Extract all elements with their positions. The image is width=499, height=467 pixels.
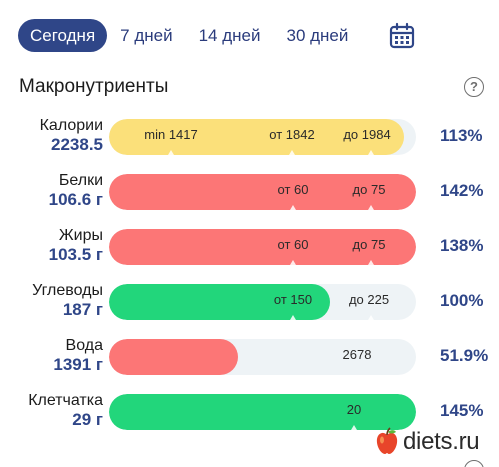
progress-fill: [109, 229, 416, 265]
range-marker-tick: [168, 150, 174, 155]
nutrient-percent: 51.9%: [440, 346, 489, 365]
nutrient-value: 29 г: [72, 410, 103, 429]
nutrient-percent: 142%: [440, 181, 484, 200]
nutrient-row[interactable]: Вода 1391 г 2678 51.9%: [0, 337, 499, 377]
section-title: Макронутриенты: [19, 76, 169, 97]
nutrient-value: 106.6 г: [48, 190, 103, 209]
range-marker-tick: [290, 315, 296, 320]
range-marker-label: от 60: [277, 182, 309, 197]
nutrient-percent: 138%: [440, 236, 484, 255]
nutrient-name: Белки: [58, 172, 103, 189]
period-tabs: Сегодня 7 дней 14 дней 30 дней: [18, 19, 361, 52]
nutrient-row[interactable]: Клетчатка 29 г 20 145%: [0, 392, 499, 432]
progress-track: от 60 до 75: [109, 174, 416, 210]
progress-track: от 60 до 75: [109, 229, 416, 265]
progress-fill: [109, 284, 330, 320]
range-marker-tick: [290, 260, 296, 265]
nutrient-row[interactable]: Углеводы 187 г от 150 до 225 100%: [0, 282, 499, 322]
calendar-icon[interactable]: [388, 22, 416, 50]
range-marker-tick: [351, 425, 357, 430]
tab-14-days[interactable]: 14 дней: [198, 26, 261, 45]
nutrient-label: Калории 2238.5: [40, 117, 103, 154]
watermark-text: diets.ru: [403, 428, 480, 455]
range-marker-label: от 60: [277, 237, 309, 252]
nutrient-name: Жиры: [58, 227, 103, 244]
nutrient-label: Жиры 103.5 г: [49, 227, 103, 264]
nutrient-name: Углеводы: [32, 282, 103, 299]
range-marker-tick: [368, 315, 374, 320]
tab-7-days[interactable]: 7 дней: [120, 26, 173, 45]
range-marker-label: от 1842: [269, 127, 315, 142]
nutrient-value: 1391 г: [53, 355, 103, 374]
range-marker-label: до 75: [352, 237, 386, 252]
nutrient-row[interactable]: Белки 106.6 г от 60 до 75 142%: [0, 172, 499, 212]
progress-fill: [109, 119, 404, 155]
range-marker-tick: [368, 150, 374, 155]
range-marker-label: 2678: [342, 347, 372, 362]
nutrient-percent: 100%: [440, 291, 484, 310]
next-section-title-cut: [19, 458, 199, 467]
progress-track: min 1417 от 1842 до 1984: [109, 119, 416, 155]
range-marker-tick: [289, 150, 295, 155]
range-marker-label: до 1984: [343, 127, 391, 142]
progress-track: от 150 до 225: [109, 284, 416, 320]
range-marker-tick: [368, 205, 374, 210]
nutrient-value: 2238.5: [51, 135, 103, 154]
question-circle-icon[interactable]: ?: [464, 77, 484, 97]
nutrient-row[interactable]: Калории 2238.5 min 1417 от 1842 до 1984 113%: [0, 117, 499, 157]
tab-today[interactable]: Сегодня: [18, 19, 108, 52]
nutrient-label: Белки 106.6 г: [49, 172, 103, 209]
range-marker-label: от 150: [273, 292, 313, 307]
tab-30-days[interactable]: 30 дней: [286, 26, 349, 45]
nutrient-percent: 113%: [440, 126, 483, 145]
next-help-icon-cut: [464, 460, 484, 467]
progress-track: 20: [109, 394, 416, 430]
watermark: diets.ru: [374, 425, 480, 459]
nutrient-value: 187 г: [62, 300, 103, 319]
progress-track: 2678: [109, 339, 416, 375]
range-marker-label: 20: [346, 402, 362, 417]
nutrient-label: Вода 1391 г: [53, 337, 103, 374]
nutrient-name: Клетчатка: [28, 392, 103, 409]
progress-fill: [109, 394, 416, 430]
nutrient-name: Калории: [39, 117, 103, 134]
range-marker-tick: [368, 260, 374, 265]
range-marker-label: min 1417: [144, 127, 198, 142]
progress-fill: [109, 339, 238, 375]
nutrient-label: Углеводы 187 г: [32, 282, 103, 319]
progress-fill: [109, 174, 416, 210]
nutrient-label: Клетчатка 29 г: [28, 392, 103, 429]
range-marker-tick: [290, 205, 296, 210]
nutrient-value: 103.5 г: [48, 245, 103, 264]
range-marker-label: до 75: [352, 182, 386, 197]
nutrient-row[interactable]: Жиры 103.5 г от 60 до 75 138%: [0, 227, 499, 267]
nutrient-percent: 145%: [440, 401, 484, 420]
apple-icon: [376, 427, 398, 454]
range-marker-label: до 225: [348, 292, 390, 307]
nutrient-name: Вода: [65, 337, 103, 354]
